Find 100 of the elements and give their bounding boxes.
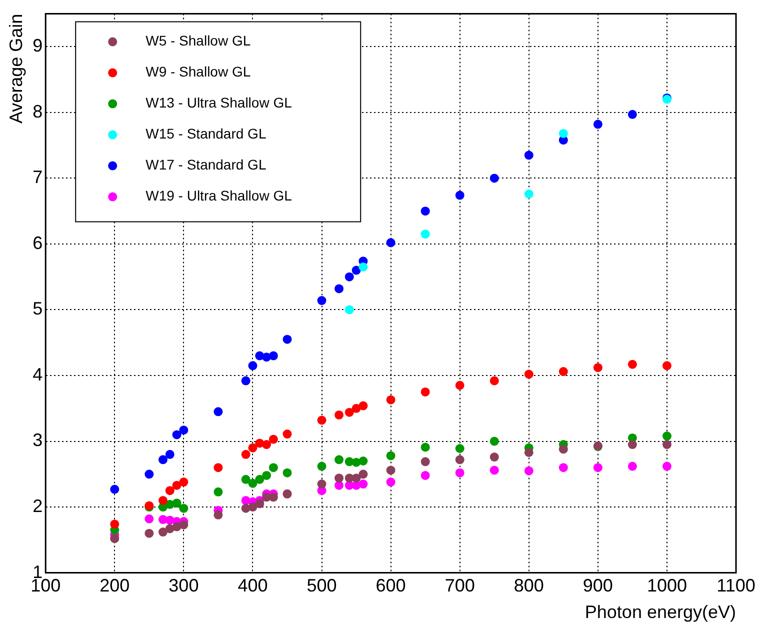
point (524, 466, 534, 476)
point (158, 528, 168, 537)
point (255, 474, 264, 484)
point (179, 426, 188, 435)
point (593, 120, 602, 129)
point (420, 457, 430, 466)
x-tick-label: 800 (514, 576, 544, 596)
x-tick-label: 1000 (646, 576, 687, 596)
point (344, 272, 354, 282)
point (628, 110, 637, 119)
point (558, 444, 568, 454)
point (268, 434, 278, 444)
point (662, 440, 672, 450)
point (317, 480, 326, 489)
point (352, 266, 361, 275)
point (165, 450, 174, 459)
point (248, 478, 258, 488)
point (455, 455, 464, 464)
point (490, 174, 499, 183)
legend-label: W15 - Standard GL (146, 126, 266, 142)
y-tick-label: 2 (32, 496, 43, 516)
point (455, 444, 464, 454)
x-tick-label: 900 (582, 576, 613, 596)
point (241, 450, 250, 459)
point (317, 462, 326, 471)
point (662, 462, 672, 471)
point (144, 470, 154, 479)
y-tick-label: 6 (32, 232, 43, 253)
x-tick-label: 700 (444, 576, 475, 596)
y-tick-label: 5 (32, 298, 43, 319)
point (241, 376, 250, 386)
point (344, 305, 354, 314)
point (110, 520, 120, 529)
point (524, 189, 534, 198)
x-tick-label: 600 (376, 576, 406, 596)
point (490, 376, 499, 386)
point (110, 534, 120, 544)
point (662, 432, 672, 441)
point (262, 440, 272, 450)
point (144, 528, 154, 538)
point (282, 334, 292, 344)
point (214, 487, 223, 496)
point (262, 470, 272, 480)
legend-label: W13 - Ultra Shallow GL (146, 94, 292, 111)
point (268, 463, 278, 472)
legend-label: W17 - Standard GL (146, 156, 266, 173)
point (558, 463, 568, 472)
point (255, 499, 264, 508)
y-tick-label: 9 (32, 36, 43, 56)
point (628, 440, 637, 450)
point (248, 502, 258, 512)
point (172, 430, 182, 440)
point (158, 455, 168, 464)
point (165, 486, 174, 496)
point (455, 380, 464, 390)
point (558, 367, 568, 376)
point (352, 404, 361, 413)
point (386, 451, 396, 460)
x-tick-label: 1100 (716, 576, 756, 596)
point (558, 128, 568, 138)
point (158, 496, 168, 505)
point (524, 448, 534, 457)
point (317, 296, 326, 306)
x-tick-label: 500 (306, 576, 337, 596)
point (420, 206, 430, 216)
point (358, 401, 368, 410)
point (420, 442, 430, 452)
point (317, 416, 326, 425)
point (144, 514, 154, 524)
point (110, 484, 120, 494)
point (490, 466, 499, 475)
y-tick-label: 3 (32, 430, 43, 450)
x-tick-label: 200 (100, 576, 130, 596)
point (172, 498, 182, 508)
legend-label: W9 - Shallow GL (146, 64, 251, 80)
point (241, 474, 250, 484)
x-axis-title: Photon energy(eV) (584, 602, 736, 622)
point (282, 468, 292, 478)
point (352, 474, 361, 483)
y-tick-label: 4 (32, 364, 43, 384)
point (386, 478, 396, 487)
point (344, 408, 354, 417)
point (628, 462, 637, 471)
point (358, 480, 368, 489)
point (386, 466, 396, 475)
y-tick-label: 8 (32, 101, 43, 122)
point (334, 474, 344, 483)
y-axis-title: Average Gain (6, 14, 26, 124)
point (593, 363, 602, 372)
point (334, 284, 344, 294)
point (455, 468, 464, 478)
point (179, 478, 188, 487)
point (490, 452, 499, 462)
x-tick-label: 400 (238, 576, 268, 596)
point (386, 238, 396, 248)
legend-label: W19 - Ultra Shallow GL (146, 188, 292, 204)
point (662, 361, 672, 370)
point (268, 351, 278, 360)
point (490, 436, 499, 446)
point (179, 520, 188, 530)
